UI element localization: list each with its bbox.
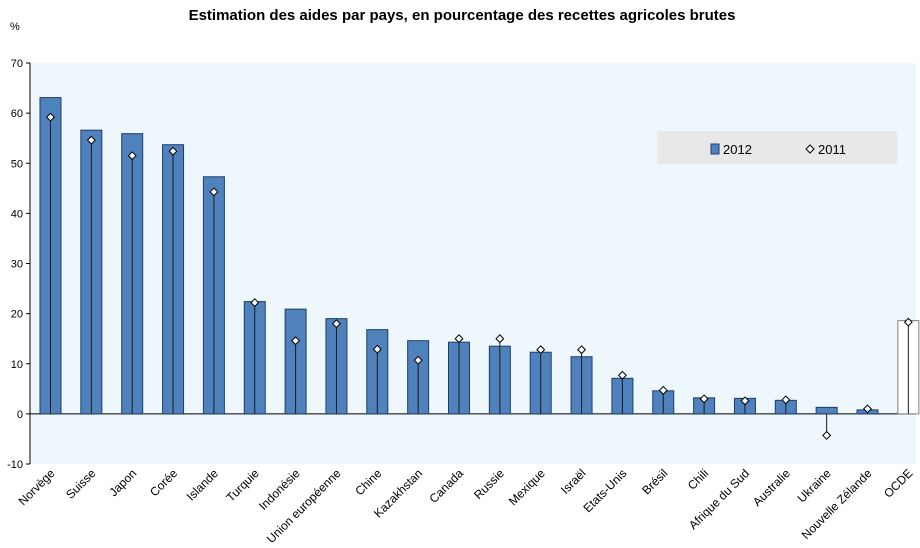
x-category-label: Israël [558,466,589,497]
bar-ukraine [815,406,838,415]
x-category-label: Japon [106,466,139,499]
marker-2011 [781,395,791,405]
x-category-label: Turquie [224,466,263,505]
marker-2011 [740,396,750,406]
x-category-label: Chili [685,466,711,492]
y-tick-label: 0 [17,409,23,421]
x-category-label: Canada [426,466,466,506]
x-axis-labels: Norvège Suisse Japon Corée Islande TurquieInd… [16,466,916,546]
marker-2011 [699,394,709,404]
x-category-label: Mexique [506,466,548,508]
marker-2011 [413,355,423,365]
marker-2011 [862,404,873,414]
x-category-label: Union européenne [264,466,344,546]
legend-label-2012: 2012 [723,142,752,157]
y-tick-label: 60 [11,108,23,120]
marker-2011 [331,319,341,329]
marker-2011 [127,151,137,161]
x-category-label: Ukraine [795,466,834,505]
marker-2011 [577,345,587,355]
y-tick-label: 30 [11,259,23,271]
x-category-label: Etats-Unis [580,466,629,515]
y-tick-label: 20 [11,309,23,321]
y-tick-label: -10 [7,459,23,471]
x-category-label: Islande [184,466,221,503]
legend: 2012 2011 [657,131,897,164]
bar-series-2012 [39,97,920,415]
x-category-label: OCDE [881,466,915,500]
x-category-label: Corée [147,466,180,499]
marker-2011 [495,334,505,344]
y-tick-label: 70 [11,58,23,70]
y-tick-label: 40 [11,208,23,220]
x-category-label: Brésil [639,466,670,497]
legend-swatch-2011 [805,144,815,154]
marker-2011 [86,135,96,145]
y-tick-label: 10 [11,359,23,371]
marker-2011 [822,430,832,440]
x-category-label: Australie [750,466,793,509]
marker-2011 [291,336,301,346]
marker-2011 [903,317,913,327]
marker-2011 [250,298,260,308]
x-category-label: Norvège [16,466,58,508]
marker-2011 [209,187,219,197]
marker-2011 [658,385,668,395]
marker-2011 [617,370,627,380]
legend-label-2011: 2011 [818,142,846,157]
x-category-label: Russie [471,466,507,502]
legend-swatch-2012 [710,143,720,155]
marker-2011 [372,344,382,354]
x-category-label: Suisse [63,466,99,502]
y-axis-unit: % [10,21,20,33]
x-category-label: Nouvelle Zélande [799,466,875,542]
marker-2011 [536,345,546,355]
x-category-label: Chine [352,466,384,498]
marker-2011 [168,146,178,156]
marker-2011 [45,112,56,122]
chart-title: Estimation des aides par pays, en pource… [189,7,736,24]
legend-background [657,131,897,164]
marker-series-2011 [45,112,913,440]
y-tick-label: 50 [11,158,23,170]
marker-2011 [454,334,464,344]
